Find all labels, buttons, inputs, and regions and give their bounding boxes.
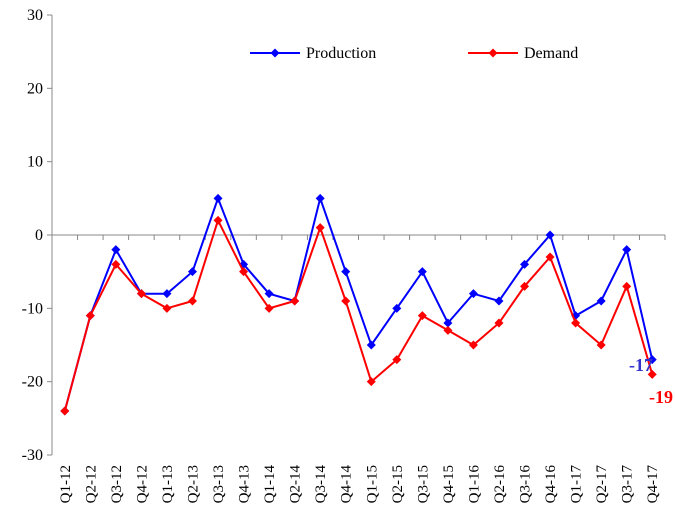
data-point-production — [647, 355, 657, 365]
data-point-demand — [417, 311, 427, 321]
data-point-production — [213, 193, 223, 203]
end-value-label: -17 — [629, 355, 653, 375]
data-point-production — [622, 245, 632, 255]
data-point-production — [417, 267, 427, 277]
x-tick-label: Q1-12 — [58, 465, 74, 503]
y-tick-label: 20 — [27, 80, 43, 97]
data-point-production — [111, 245, 121, 255]
data-point-demand — [239, 267, 249, 277]
y-tick-label: 0 — [35, 227, 43, 244]
axes — [47, 14, 666, 456]
data-point-demand — [187, 296, 197, 306]
data-point-demand — [111, 259, 121, 269]
x-tick-label: Q4-16 — [543, 465, 559, 504]
x-tick-label: Q2-14 — [288, 465, 304, 504]
data-point-demand — [136, 289, 146, 299]
data-point-demand — [315, 223, 325, 233]
x-tick-label: Q2-12 — [83, 465, 99, 503]
data-point-demand — [622, 281, 632, 291]
x-tick-label: Q1-15 — [364, 465, 380, 503]
y-tick-label: 30 — [27, 7, 43, 24]
legend-marker — [488, 48, 498, 58]
data-point-production — [468, 289, 478, 299]
legend-marker — [270, 48, 280, 58]
data-point-production — [315, 193, 325, 203]
x-tick-label: Q3-16 — [518, 465, 534, 504]
x-tick-label: Q2-15 — [390, 465, 406, 503]
data-point-demand — [341, 296, 351, 306]
x-tick-label: Q4-13 — [237, 465, 253, 503]
data-point-demand — [494, 318, 504, 328]
data-point-demand — [290, 296, 300, 306]
data-point-demand — [213, 215, 223, 225]
series-line-production — [63, 194, 654, 412]
series-lines — [60, 193, 657, 416]
data-point-production — [264, 289, 274, 299]
data-point-production — [520, 259, 530, 269]
data-point-demand — [520, 281, 530, 291]
x-tick-label: Q4-12 — [134, 465, 150, 503]
y-tick-label: -30 — [22, 447, 43, 464]
x-tick-label: Q3-12 — [109, 465, 125, 503]
data-point-demand — [647, 369, 657, 379]
data-point-production — [162, 289, 172, 299]
data-point-demand — [571, 318, 581, 328]
x-tick-label: Q2-13 — [185, 465, 201, 503]
data-point-production — [366, 340, 376, 350]
y-tick-label: 10 — [27, 154, 43, 171]
x-tick-label: Q3-13 — [211, 465, 227, 503]
data-point-production — [392, 303, 402, 313]
data-point-production — [494, 296, 504, 306]
data-point-demand — [85, 311, 95, 321]
data-point-demand — [443, 325, 453, 335]
x-tick-label: Q3-14 — [313, 465, 329, 504]
x-tick-label: Q3-15 — [415, 465, 431, 503]
legend-label-production: Production — [306, 45, 376, 62]
data-point-production — [187, 267, 197, 277]
x-tick-labels: Q1-12 Q2-12 Q3-12 Q4-12 Q1-13 Q2-13 Q3-13 Q4-13… — [58, 465, 661, 504]
data-point-demand — [596, 340, 606, 350]
data-point-demand — [162, 303, 172, 313]
x-tick-label: Q1-16 — [466, 465, 482, 504]
x-tick-label: Q2-16 — [492, 465, 508, 504]
x-tick-label: Q4-17 — [645, 465, 661, 504]
x-tick-label: Q1-17 — [569, 465, 585, 504]
series-line-demand — [63, 217, 654, 412]
legend-label-demand: Demand — [524, 45, 578, 62]
end-value-label: -19 — [649, 387, 673, 407]
data-point-production — [545, 230, 555, 240]
x-tick-label: Q2-17 — [594, 465, 610, 504]
end-labels: -17 -19 — [629, 355, 673, 407]
y-tick-labels: 30 20 10 0 -10 -20 -30 — [22, 7, 43, 464]
x-tick-label: Q4-15 — [441, 465, 457, 503]
data-point-production — [341, 267, 351, 277]
data-point-demand — [545, 252, 555, 262]
y-tick-label: -20 — [22, 374, 43, 391]
y-tick-label: -10 — [22, 300, 43, 317]
x-tick-label: Q3-17 — [620, 465, 636, 504]
data-point-production — [596, 296, 606, 306]
x-tick-label: Q4-14 — [339, 465, 355, 504]
x-tick-label: Q1-13 — [160, 465, 176, 503]
x-tick-label: Q1-14 — [262, 465, 278, 504]
data-point-production — [443, 318, 453, 328]
data-point-demand — [60, 406, 70, 416]
data-point-demand — [366, 377, 376, 387]
data-point-demand — [392, 355, 402, 365]
data-point-demand — [264, 303, 274, 313]
data-point-demand — [468, 340, 478, 350]
legend: Production Demand — [250, 45, 578, 62]
